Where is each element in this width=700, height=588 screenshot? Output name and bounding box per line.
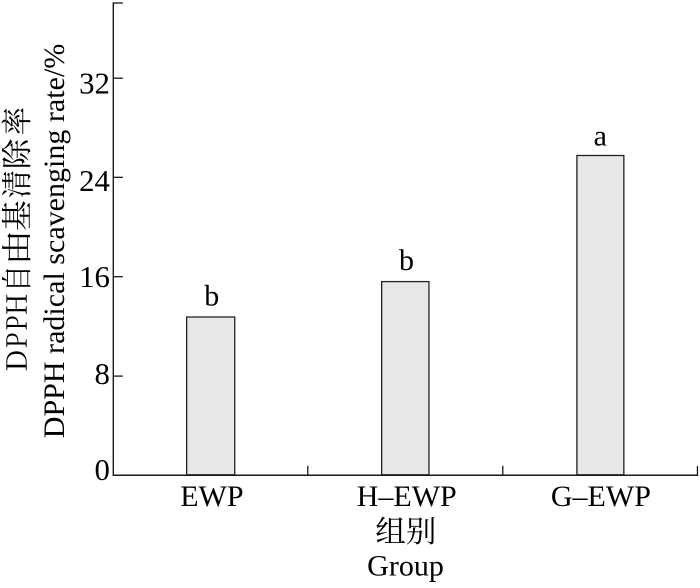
svg-text:a: a [594, 119, 607, 152]
svg-text:32: 32 [79, 67, 110, 101]
svg-text:EWP: EWP [180, 480, 243, 513]
svg-text:24: 24 [79, 164, 110, 198]
svg-text:16: 16 [79, 260, 110, 294]
svg-text:G–EWP: G–EWP [551, 480, 651, 513]
svg-text:b: b [204, 280, 219, 313]
svg-text:8: 8 [94, 357, 109, 391]
svg-text:0: 0 [94, 453, 109, 487]
svg-text:DPPH radical scavenging rate/%: DPPH radical scavenging rate/% [38, 44, 71, 439]
svg-text:H–EWP: H–EWP [357, 480, 457, 513]
svg-text:Group: Group [367, 550, 444, 583]
svg-text:b: b [399, 244, 414, 277]
